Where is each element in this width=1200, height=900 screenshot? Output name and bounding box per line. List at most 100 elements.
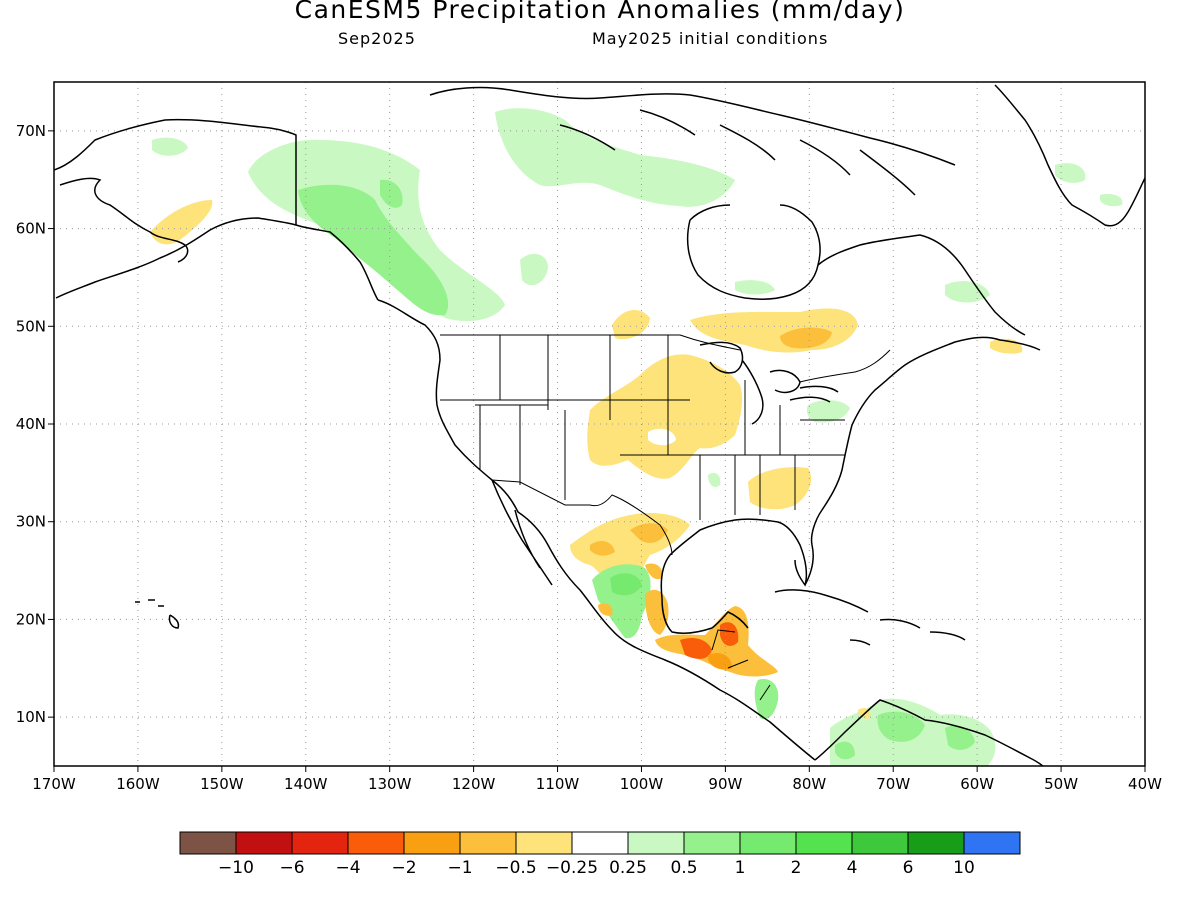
anomaly-region bbox=[587, 354, 743, 479]
colorbar-label: 0.5 bbox=[670, 858, 697, 878]
colorbar-label: 2 bbox=[791, 858, 802, 878]
coastline-alaska-west bbox=[59, 177, 189, 263]
y-tick-label: 60N bbox=[16, 220, 46, 238]
anomaly-region bbox=[495, 108, 735, 207]
anomaly-region bbox=[708, 473, 721, 487]
colorbar-swatch bbox=[851, 831, 909, 855]
colorbar: −10 −6 −4 −2 −1 −0.5 −0.25 0.25 0.5 1 2 4 6 10 bbox=[179, 831, 1021, 878]
coastline-hudson-bay bbox=[686, 204, 821, 300]
x-tick-label: 100W bbox=[620, 775, 664, 793]
gridlines bbox=[54, 82, 1145, 766]
anomaly-region bbox=[945, 281, 990, 303]
coastline-south-america bbox=[814, 699, 1044, 766]
latitude-axis: 10N 20N 30N 40N 50N 60N 70N bbox=[16, 122, 54, 726]
coastlines bbox=[54, 84, 1145, 766]
coastline-labrador bbox=[817, 234, 1026, 336]
x-tick-label: 80W bbox=[792, 775, 826, 793]
anomaly-region bbox=[150, 200, 213, 245]
colorbar-swatch bbox=[459, 831, 517, 855]
x-tick-label: 160W bbox=[116, 775, 160, 793]
anomaly-region bbox=[690, 308, 858, 353]
anomaly-region bbox=[598, 603, 613, 616]
colorbar-swatch bbox=[403, 831, 461, 855]
colorbar-swatch bbox=[907, 831, 965, 855]
coastline-caribbean bbox=[774, 589, 966, 646]
colorbar-swatch bbox=[235, 831, 293, 855]
forecast-month: Sep2025 bbox=[338, 29, 416, 48]
colorbar-label: −6 bbox=[279, 858, 304, 878]
colorbar-swatch bbox=[627, 831, 685, 855]
x-tick-label: 110W bbox=[536, 775, 580, 793]
longitude-axis: 170W 160W 150W 140W 130W 120W 110W 100W 90W 80W 70… bbox=[32, 766, 1162, 793]
x-tick-label: 70W bbox=[876, 775, 910, 793]
y-tick-label: 70N bbox=[16, 122, 46, 140]
political-borders bbox=[440, 334, 891, 701]
colorbar-label: 1 bbox=[735, 858, 746, 878]
anomaly-region bbox=[645, 589, 669, 635]
x-tick-label: 60W bbox=[960, 775, 994, 793]
anomaly-region bbox=[780, 327, 832, 349]
anomaly-region bbox=[1100, 194, 1123, 207]
colorbar-label: −0.5 bbox=[495, 858, 536, 878]
anomaly-region bbox=[645, 563, 663, 580]
chart-title: CanESM5 Precipitation Anomalies (mm/day) bbox=[294, 0, 906, 24]
x-tick-label: 140W bbox=[284, 775, 328, 793]
colorbar-label: −2 bbox=[391, 858, 416, 878]
coastline-west bbox=[377, 299, 816, 761]
coastline-alaska bbox=[54, 118, 379, 301]
anomaly-region bbox=[648, 428, 676, 446]
y-tick-label: 50N bbox=[16, 317, 46, 335]
anomaly-region bbox=[806, 400, 850, 423]
anomaly-region bbox=[945, 725, 975, 750]
x-tick-label: 90W bbox=[708, 775, 742, 793]
coastline-greenland bbox=[994, 84, 1145, 227]
anomaly-region bbox=[680, 638, 712, 659]
y-tick-label: 10N bbox=[16, 708, 46, 726]
y-tick-label: 40N bbox=[16, 415, 46, 433]
colorbar-label: 0.25 bbox=[609, 858, 647, 878]
y-tick-label: 20N bbox=[16, 610, 46, 628]
anomaly-region bbox=[748, 467, 812, 510]
anomaly-region bbox=[380, 179, 403, 208]
anomaly-region bbox=[655, 606, 778, 677]
anomaly-region bbox=[720, 622, 739, 646]
x-tick-label: 150W bbox=[200, 775, 244, 793]
colorbar-swatch bbox=[683, 831, 741, 855]
anomaly-region bbox=[735, 280, 775, 295]
border-states bbox=[440, 335, 845, 520]
colorbar-swatch bbox=[347, 831, 405, 855]
colorbar-label: 10 bbox=[953, 858, 975, 878]
border-us-canada bbox=[440, 334, 891, 383]
colorbar-swatch bbox=[515, 831, 573, 855]
initial-conditions: May2025 initial conditions bbox=[592, 29, 829, 48]
anomaly-region bbox=[1055, 163, 1086, 183]
anomaly-region bbox=[630, 523, 668, 543]
x-tick-label: 50W bbox=[1044, 775, 1078, 793]
anomaly-region bbox=[520, 253, 548, 286]
anomaly-region bbox=[612, 309, 650, 340]
colorbar-label: −1 bbox=[447, 858, 472, 878]
x-tick-label: 130W bbox=[368, 775, 412, 793]
y-tick-label: 30N bbox=[16, 513, 46, 531]
colorbar-label: −4 bbox=[335, 858, 360, 878]
coastline-baja bbox=[491, 479, 553, 586]
colorbar-label: −10 bbox=[218, 858, 254, 878]
colorbar-swatch bbox=[571, 831, 629, 855]
anomaly-field bbox=[150, 108, 1123, 766]
colorbar-swatch bbox=[963, 831, 1021, 855]
colorbar-swatch bbox=[179, 831, 237, 855]
coastline-hawaii bbox=[135, 599, 180, 629]
border-central-america bbox=[711, 629, 771, 701]
colorbar-label: 6 bbox=[903, 858, 914, 878]
colorbar-swatch bbox=[291, 831, 349, 855]
anomaly-region bbox=[835, 741, 855, 760]
x-tick-label: 120W bbox=[452, 775, 496, 793]
colorbar-label: 4 bbox=[847, 858, 858, 878]
coastline-arctic bbox=[429, 86, 956, 196]
border-us-mexico bbox=[491, 479, 673, 556]
anomaly-region bbox=[298, 184, 449, 316]
anomaly-region bbox=[152, 137, 188, 156]
anomaly-region bbox=[754, 679, 779, 720]
